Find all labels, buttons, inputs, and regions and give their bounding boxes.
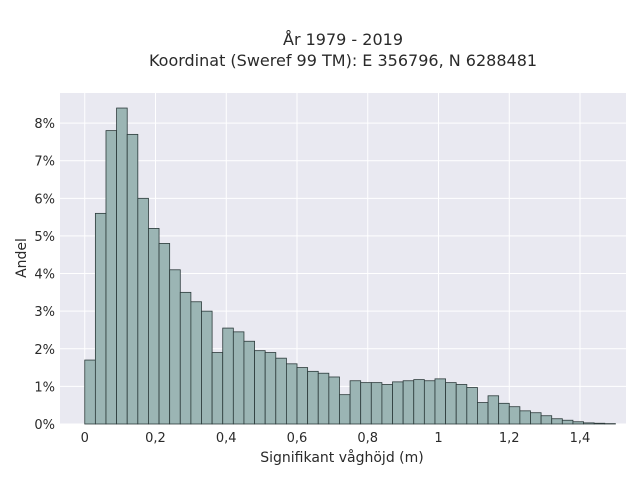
histogram-bar (158, 243, 171, 425)
x-tick-label: 0,8 (357, 431, 378, 446)
histogram-bar (508, 406, 521, 425)
histogram-bar (264, 352, 277, 425)
histogram-bar (148, 228, 160, 425)
y-tick-label: 7% (34, 155, 55, 170)
histogram-bar (328, 376, 340, 425)
x-tick-label: 0,6 (287, 431, 308, 446)
histogram-bar (381, 384, 393, 425)
chart-title-line-2: Koordinat (Sweref 99 TM): E 356796, N 62… (149, 51, 537, 70)
histogram-bars (84, 107, 616, 425)
x-tick-label: 0 (81, 431, 89, 446)
histogram-bar (593, 422, 606, 425)
histogram-bar (434, 378, 446, 425)
histogram-bar (94, 212, 107, 425)
histogram-bar (285, 363, 298, 425)
histogram-bar (466, 387, 478, 425)
y-tick-label: 0% (34, 418, 55, 433)
histogram-bar (519, 410, 531, 425)
histogram-bar (561, 419, 574, 425)
histogram-bar (169, 269, 181, 425)
histogram-bar (413, 379, 425, 425)
x-tick-label: 0,4 (216, 431, 237, 446)
x-tick-label: 1 (434, 431, 442, 446)
y-tick-label: 6% (34, 192, 55, 207)
histogram-bar (455, 384, 468, 425)
histogram-bar (402, 380, 415, 425)
histogram-bar (275, 357, 287, 425)
histogram-bar (116, 107, 128, 425)
histogram-bar (222, 327, 234, 425)
histogram-bar (126, 133, 139, 425)
histogram-bar (370, 382, 383, 425)
histogram-bar (339, 394, 351, 425)
histogram-bar (317, 372, 330, 425)
y-axis-ticks: 0% 1% 2% 3% 4% 5% 6% 7% 8% (34, 117, 55, 433)
histogram-bar (349, 380, 362, 425)
y-tick-label: 1% (34, 380, 55, 395)
histogram-bar (105, 130, 118, 425)
histogram-bar (498, 402, 510, 425)
histogram-bar (211, 352, 224, 425)
y-axis-label: Andel (14, 238, 30, 278)
y-tick-label: 4% (34, 268, 55, 283)
histogram-bar (179, 291, 192, 425)
histogram-bar (487, 395, 500, 425)
y-tick-label: 8% (34, 117, 55, 132)
x-tick-label: 1,2 (499, 431, 520, 446)
x-tick-label: 1,4 (570, 431, 591, 446)
x-tick-label: 0,2 (145, 431, 166, 446)
histogram-bar (477, 402, 489, 425)
histogram-bar (392, 381, 404, 425)
histogram-bar (254, 350, 266, 425)
histogram-bar (84, 359, 96, 425)
histogram-bar (307, 370, 319, 425)
y-tick-label: 3% (34, 305, 55, 320)
x-axis-ticks: 0 0,2 0,4 0,6 0,8 1 1,2 1,4 (81, 431, 591, 446)
y-tick-label: 2% (34, 343, 55, 358)
histogram-bar (296, 367, 309, 425)
histogram-bar (201, 310, 213, 425)
histogram-bar (190, 301, 202, 425)
y-tick-label: 5% (34, 230, 55, 245)
histogram-bar (423, 380, 436, 425)
histogram-bar (572, 421, 584, 425)
x-axis-label: Signifikant våghöjd (m) (260, 449, 423, 466)
histogram-bar (243, 340, 255, 425)
histogram-bar (551, 418, 563, 425)
histogram-bar (530, 412, 542, 425)
histogram-bar (137, 197, 149, 425)
chart-title-line-1: År 1979 - 2019 (283, 30, 403, 49)
histogram-bar (583, 422, 595, 425)
histogram-bar (232, 331, 245, 425)
histogram-bar (360, 382, 372, 425)
histogram-bar (540, 415, 553, 425)
histogram-bar (445, 382, 457, 425)
